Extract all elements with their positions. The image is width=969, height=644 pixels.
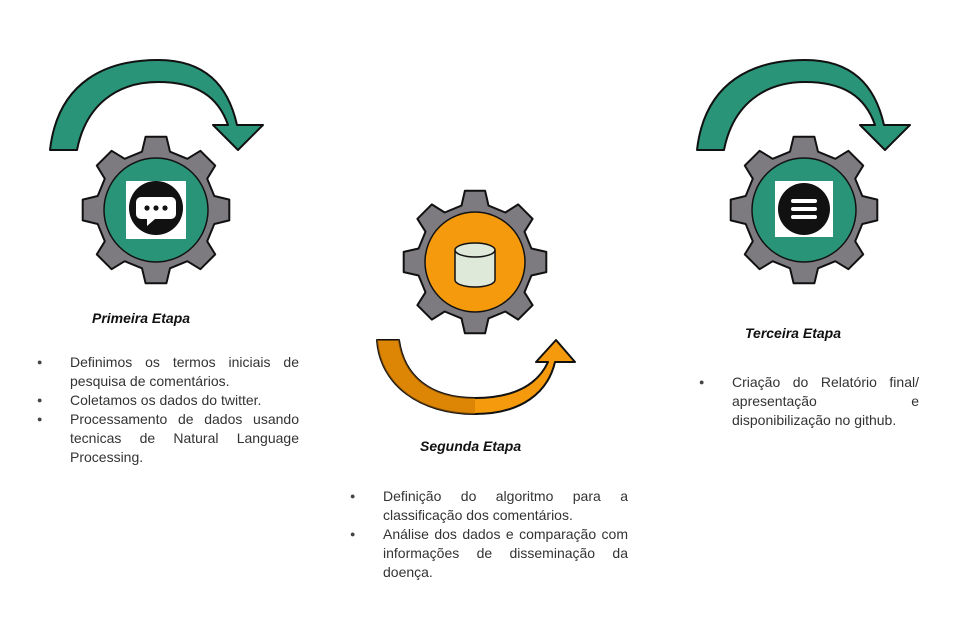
stage-2-bullets: Definição do algoritmo para a classifica…: [350, 487, 628, 582]
list-item: Processamento de dados usando tecnicas d…: [37, 410, 299, 467]
list-item: Definição do algoritmo para a classifica…: [350, 487, 628, 525]
gear-3: [729, 135, 879, 285]
curved-arrow-1: [49, 59, 264, 151]
stage-3-bullets: Criação do Relatório final/ apresentação…: [699, 373, 919, 430]
list-item: Definimos os termos iniciais de pesquisa…: [37, 353, 299, 391]
stage-1-bullets: Definimos os termos iniciais de pesquisa…: [37, 353, 299, 467]
gear-2: [402, 189, 548, 335]
database-icon: [454, 242, 496, 288]
stage-2-title: Segunda Etapa: [420, 438, 522, 454]
curved-arrow-3: [696, 59, 911, 151]
curved-arrow-2: [376, 339, 576, 415]
stage-3-title: Terceira Etapa: [745, 325, 841, 341]
menu-list-icon: [778, 183, 830, 235]
list-item: Análise dos dados e comparação com infor…: [350, 525, 628, 582]
chat-bubble-icon: [129, 181, 183, 235]
list-item: Criação do Relatório final/ apresentação…: [699, 373, 919, 430]
stage-1-title: Primeira Etapa: [92, 310, 191, 326]
gear-1: [81, 135, 231, 285]
list-item: Coletamos os dados do twitter.: [37, 391, 299, 410]
